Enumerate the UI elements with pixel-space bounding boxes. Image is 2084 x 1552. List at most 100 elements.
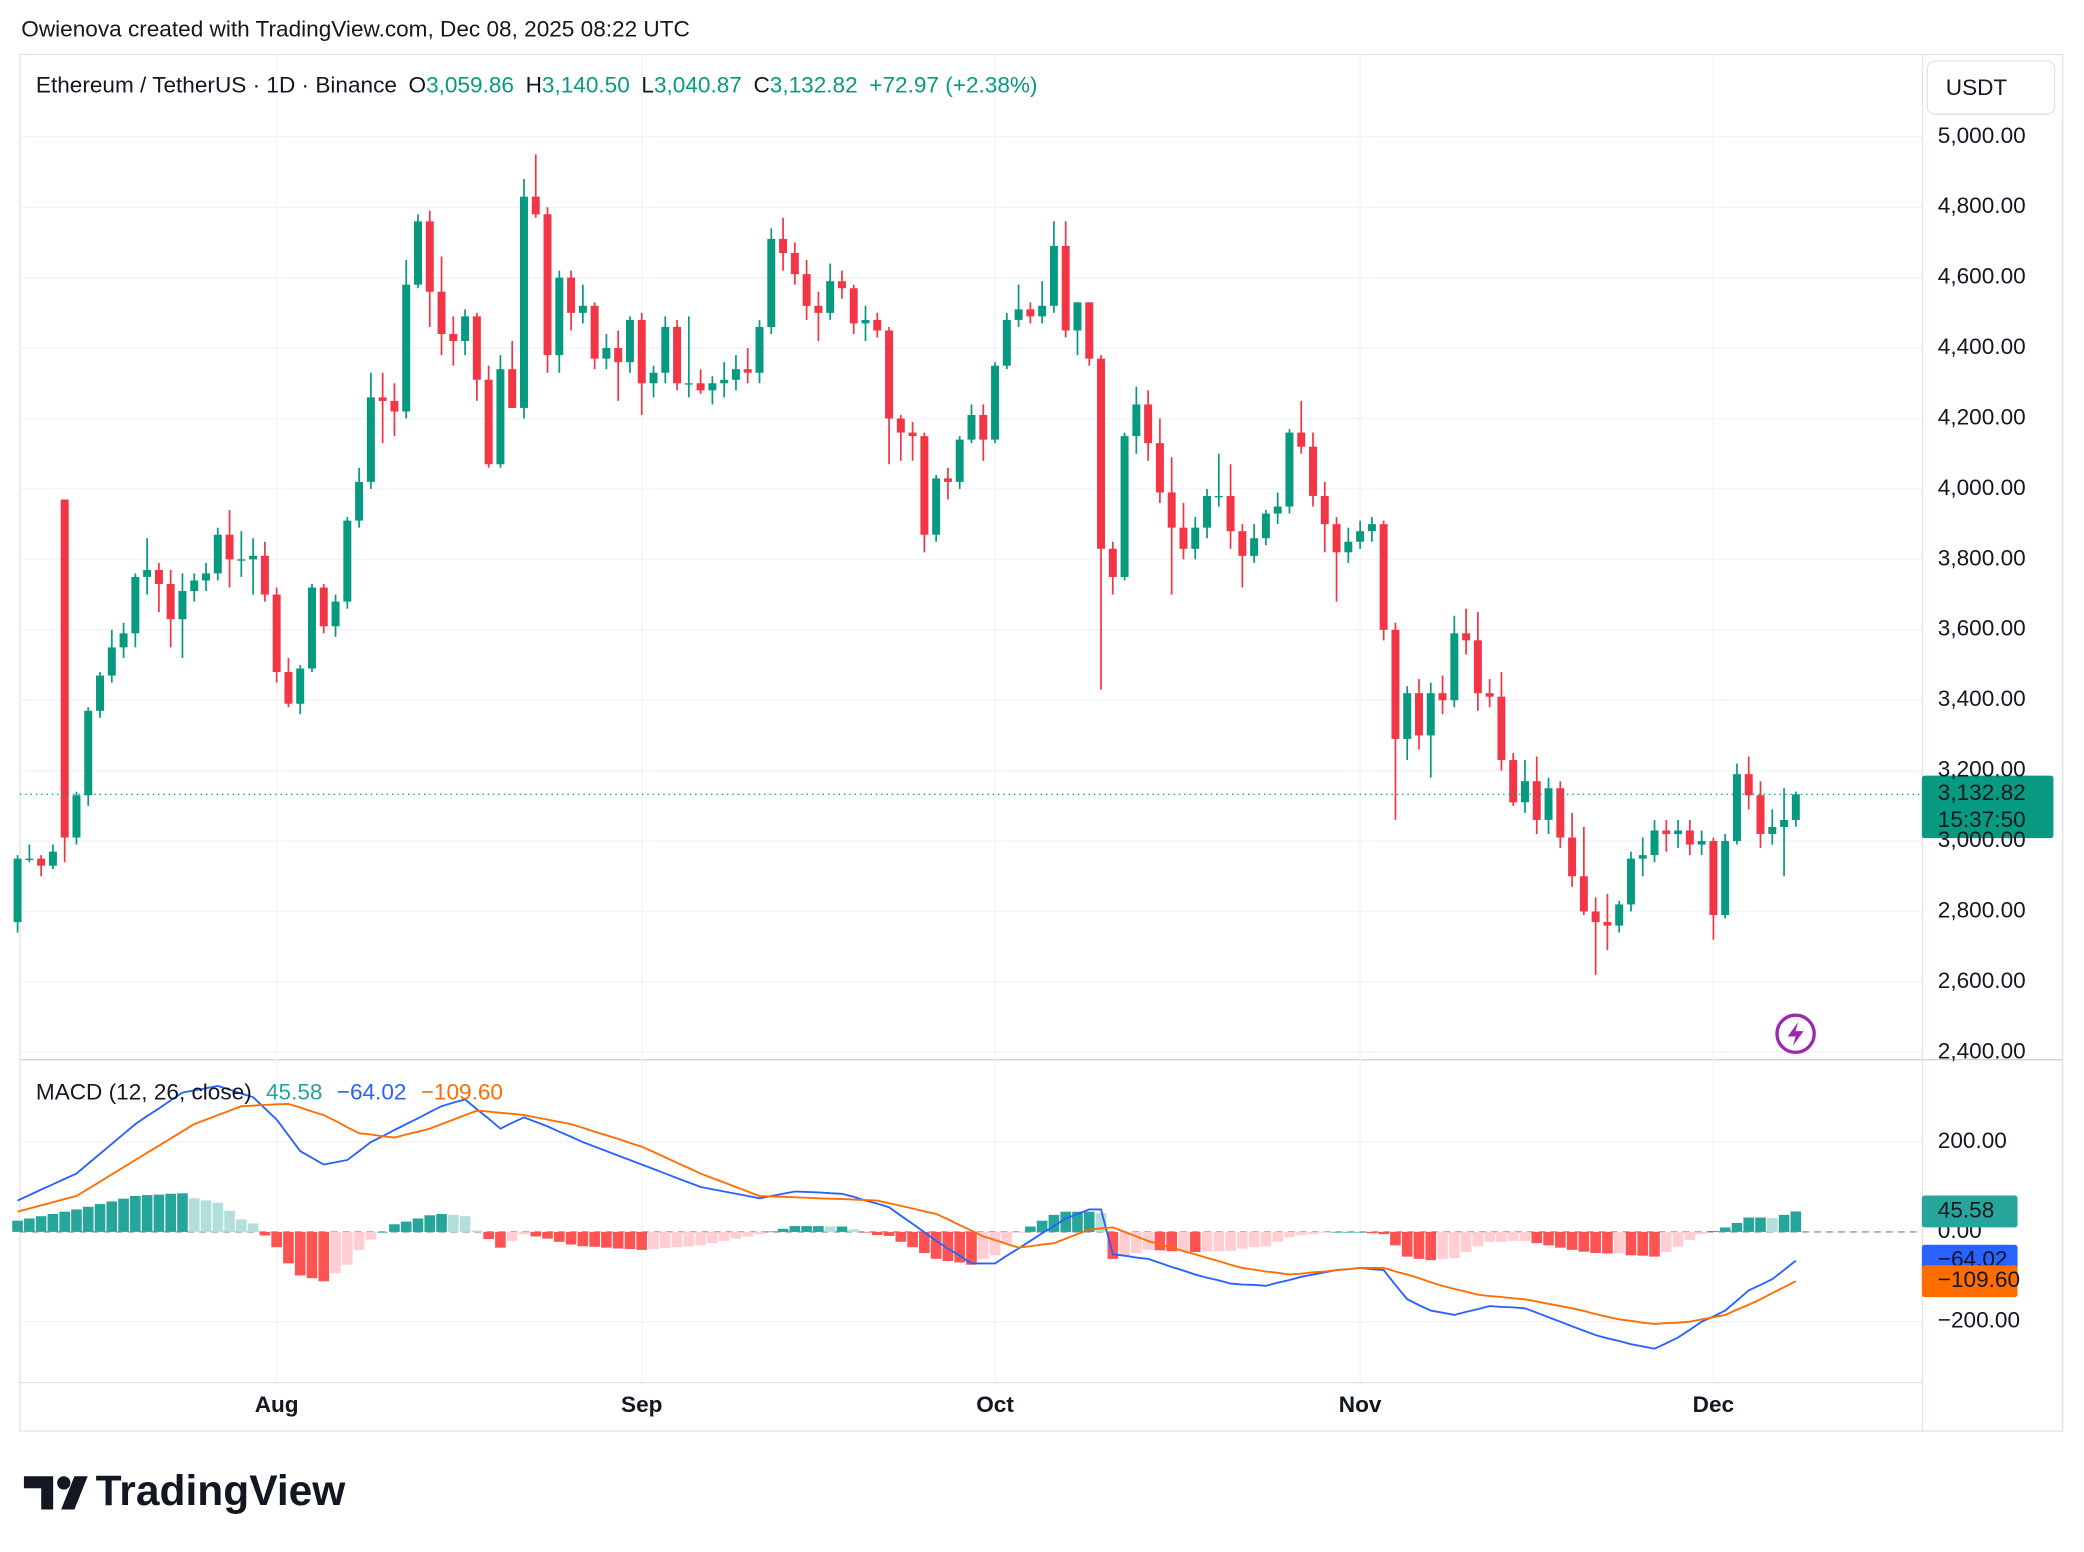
macd-line [17, 1085, 1797, 1350]
candle-body [366, 397, 375, 482]
candle-body [508, 369, 517, 408]
macd-histogram-bar [730, 1231, 742, 1239]
macd-histogram-bar [377, 1231, 388, 1233]
candle-body [578, 305, 587, 313]
macd-histogram-bar [1719, 1227, 1731, 1232]
candle-body [1638, 855, 1647, 859]
frame [19, 53, 2064, 1432]
y-tick-label: 3,200.00 [1938, 757, 2026, 782]
macd-histogram-bar [47, 1213, 59, 1232]
macd-histogram-bar [765, 1231, 777, 1233]
candle-body [1473, 640, 1482, 694]
y-tick-label: 5,000.00 [1938, 123, 2026, 148]
macd-histogram-bar [1449, 1231, 1460, 1258]
candle-body [1509, 760, 1518, 803]
candle-body [543, 214, 552, 356]
symbol: Ethereum / TetherUS · 1D · Binance [36, 72, 397, 97]
macd-histogram-bar [1072, 1211, 1083, 1232]
candle-body [720, 379, 729, 384]
candle-body [1579, 876, 1588, 912]
macd-histogram-bar [259, 1231, 271, 1236]
candle-body [213, 534, 222, 574]
macd-histogram-bar [35, 1216, 47, 1232]
macd-histogram-bar [59, 1211, 71, 1232]
candle-body [1132, 404, 1141, 437]
macd-histogram-bar [930, 1231, 942, 1259]
candle-body [1203, 495, 1212, 528]
candle-body [1309, 446, 1317, 496]
x-tick-label: Nov [1339, 1392, 1382, 1417]
candle-body [1061, 245, 1070, 331]
candle-body [1049, 245, 1058, 306]
macd-histogram-bar [177, 1193, 188, 1232]
y-tick-label: 2,800.00 [1938, 897, 2026, 922]
macd-histogram-bar [860, 1231, 871, 1233]
candle-body [1685, 830, 1694, 845]
candle-body [1167, 492, 1176, 528]
candle-body [567, 277, 576, 313]
candle-body [1320, 495, 1329, 525]
macd-histogram-bar [542, 1231, 553, 1239]
macd-histogram-bar [1272, 1231, 1283, 1242]
macd-histogram-bar [118, 1198, 129, 1232]
macd-histogram-bar [718, 1231, 730, 1241]
candle-body [1403, 693, 1412, 739]
candle-body [1391, 629, 1400, 739]
macd-histogram-bar [1366, 1231, 1378, 1234]
macd-histogram-bar [1554, 1231, 1566, 1248]
candle-body [25, 858, 34, 860]
candle-body [461, 316, 470, 342]
signal-line [17, 1103, 1797, 1325]
macd-histogram-bar [989, 1231, 1001, 1256]
labels: 2,400.00 2,600.00 2,800.00 3,000.00 3,200.00… [255, 123, 2026, 1417]
macd-histogram-bar [483, 1231, 494, 1240]
y-tick-label: 4,800.00 [1938, 193, 2026, 218]
macd-histogram-bar [1790, 1211, 1802, 1232]
candle-body [225, 534, 234, 560]
macd-histogram-bar [1543, 1231, 1554, 1246]
candle-body [1179, 527, 1188, 549]
candle-body [649, 372, 658, 384]
candle-body [991, 365, 1000, 440]
macd-legend-macd: −64.02 [337, 1080, 407, 1105]
candle-body [1014, 309, 1023, 320]
candle-body [1497, 696, 1506, 761]
candle-body [1591, 911, 1600, 923]
macd-histogram-bar [188, 1198, 200, 1232]
macd-histogram-bar [294, 1231, 306, 1276]
alert-icon[interactable] [1775, 1013, 1816, 1055]
macd-histogram-bar [247, 1223, 259, 1232]
candle-body [60, 499, 69, 838]
macd-histogram-bar [671, 1231, 683, 1248]
macd-histogram-bar [353, 1231, 365, 1250]
macd-histogram-bar [1331, 1231, 1342, 1233]
candle-body [84, 710, 93, 796]
macd-histogram-bar [236, 1219, 247, 1232]
chart-header: Ethereum / TetherUS · 1D · Binance O3,05… [36, 72, 1038, 97]
currency[interactable]: USDT [1946, 75, 2008, 100]
candle-body [1662, 830, 1671, 835]
candle-body [1415, 693, 1423, 736]
macd-histogram-bar [1213, 1231, 1225, 1252]
candle-body [1026, 309, 1035, 317]
candle-body [1544, 788, 1553, 820]
candle-body [1603, 922, 1612, 926]
candle-body [331, 601, 340, 627]
macd-histogram-bar [1602, 1231, 1613, 1254]
macd-histogram-bar [824, 1226, 836, 1232]
candle-body [1450, 633, 1459, 701]
header-open: 3,059.86 [426, 72, 514, 97]
y-tick-label: 4,200.00 [1938, 404, 2026, 429]
candle-body [1367, 524, 1376, 532]
currency-button[interactable] [1926, 60, 2056, 115]
macd-histogram-bar [1201, 1231, 1213, 1252]
candle-body [908, 432, 917, 437]
macd-histogram-bar [1437, 1231, 1448, 1259]
macd-histogram-bar [165, 1193, 176, 1232]
macd-histogram-bar [1307, 1231, 1319, 1235]
candle-body [684, 383, 693, 385]
candle-body [237, 559, 246, 561]
macd-histogram-bar [1672, 1231, 1684, 1247]
macd-histogram-bar [495, 1231, 506, 1248]
